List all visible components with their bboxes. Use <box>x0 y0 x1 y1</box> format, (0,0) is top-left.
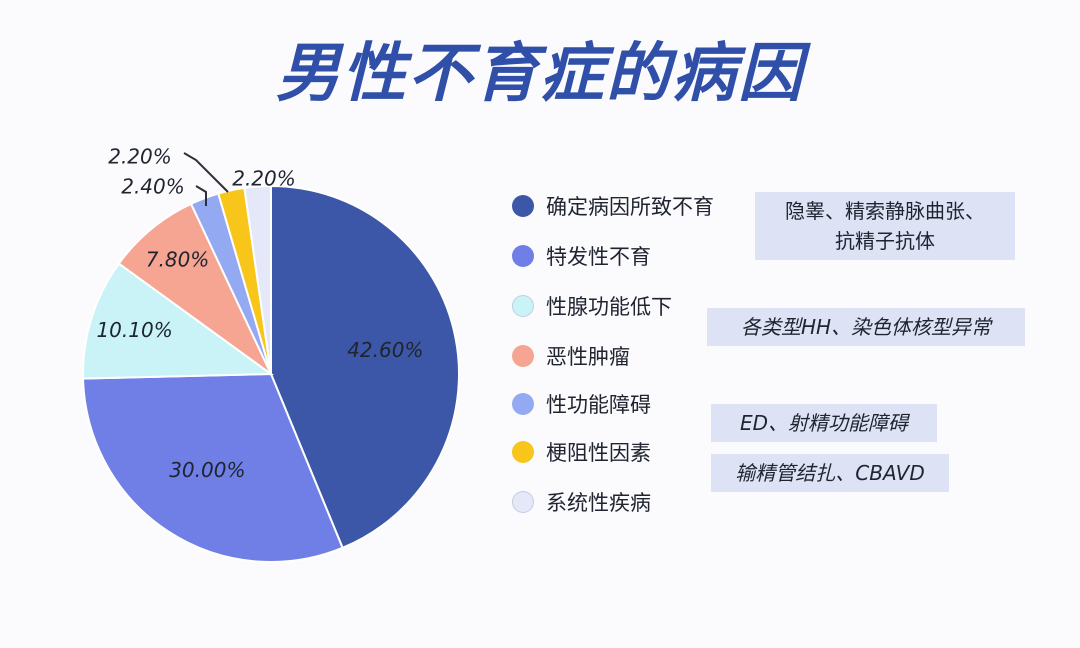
legend-swatch <box>512 195 534 217</box>
legend-label: 梗阻性因素 <box>546 441 651 465</box>
legend-item: 特发性不育 <box>512 236 772 276</box>
legend-swatch <box>512 345 534 367</box>
note-line: 隐睾、精索静脉曲张、 <box>785 199 985 223</box>
note-hypogonadism: 各类型HH、染色体核型异常 <box>707 308 1025 346</box>
pie-slice <box>82 372 344 563</box>
note-confirmed-causes: 隐睾、精索静脉曲张、 抗精子抗体 <box>755 192 1015 260</box>
legend-item: 梗阻性因素 <box>512 432 772 472</box>
legend-label: 恶性肿瘤 <box>546 345 630 369</box>
legend-item: 性腺功能低下 <box>512 286 772 326</box>
legend-label: 性功能障碍 <box>546 393 651 417</box>
note-line: 输精管结扎、CBAVD <box>735 461 925 485</box>
slice-label: 7.80% <box>146 247 210 271</box>
legend-swatch <box>512 491 534 513</box>
legend-item: 系统性疾病 <box>512 482 772 522</box>
pie-slice <box>117 202 272 375</box>
slice-label: 2.40% <box>121 175 185 199</box>
note-line: ED、射精功能障碍 <box>739 411 909 435</box>
pie-slice <box>270 184 460 550</box>
legend-item: 恶性肿瘤 <box>512 336 772 376</box>
legend-label: 特发性不育 <box>546 245 651 269</box>
page-title: 男性不育症的病因 <box>276 37 804 111</box>
leader-line <box>183 152 229 193</box>
legend-swatch <box>512 245 534 267</box>
slice-label: 2.20% <box>108 145 172 169</box>
legend-swatch <box>512 295 534 317</box>
slice-label: 42.60% <box>347 338 423 362</box>
note-line: 各类型HH、染色体核型异常 <box>740 315 992 339</box>
slice-label: 30.00% <box>169 458 245 482</box>
slice-label: 2.20% <box>232 167 296 191</box>
slice-label: 10.10% <box>96 318 172 342</box>
pie-slice <box>243 184 272 375</box>
legend-label: 系统性疾病 <box>546 491 651 515</box>
note-sexual-dysfunction: ED、射精功能障碍 <box>711 404 937 442</box>
legend-swatch <box>512 441 534 463</box>
pie-slice <box>82 262 274 380</box>
note-obstructive: 输精管结扎、CBAVD <box>711 454 949 492</box>
legend-item: 确定病因所致不育 <box>512 186 772 226</box>
leader-line <box>195 185 207 206</box>
legend-label: 性腺功能低下 <box>546 295 672 319</box>
legend-item: 性功能障碍 <box>512 384 772 424</box>
legend-swatch <box>512 393 534 415</box>
legend-label: 确定病因所致不育 <box>546 195 714 219</box>
note-line: 抗精子抗体 <box>835 229 935 253</box>
